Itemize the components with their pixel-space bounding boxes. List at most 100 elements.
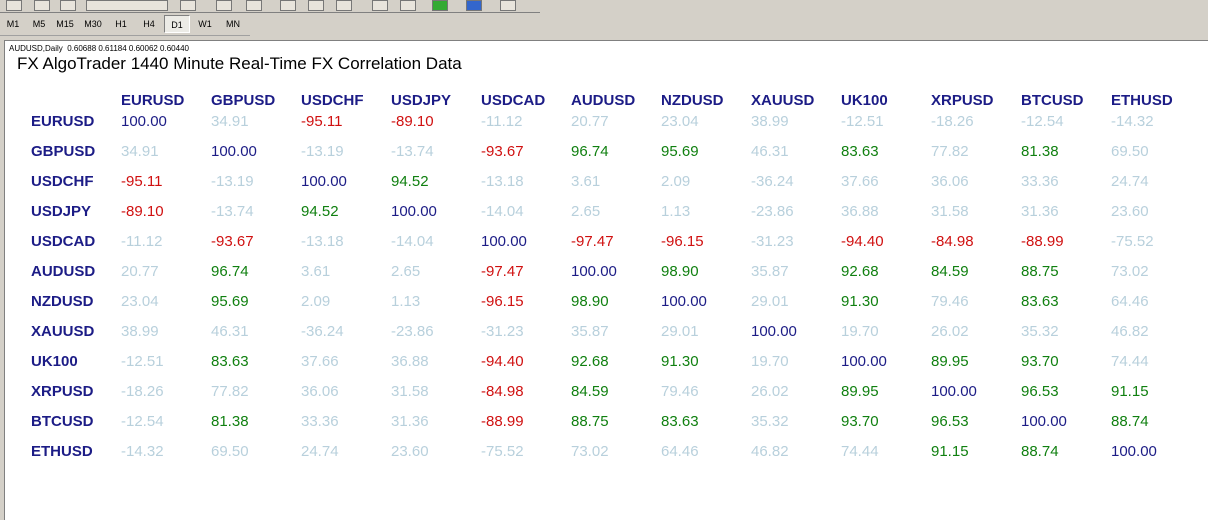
correlation-cell: 19.70	[841, 323, 879, 340]
correlation-cell: 94.52	[391, 173, 429, 190]
toolbar-icon[interactable]	[400, 0, 416, 11]
column-header: GBPUSD	[211, 92, 276, 109]
row-label: XRPUSD	[31, 383, 94, 400]
correlation-cell: -13.18	[301, 233, 344, 250]
correlation-cell: 24.74	[1111, 173, 1149, 190]
timeframe-button[interactable]: M30	[84, 19, 102, 29]
column-header: USDCHF	[301, 92, 364, 109]
correlation-cell: -14.32	[121, 443, 164, 460]
correlation-cell: 34.91	[121, 143, 159, 160]
toolbar-icon[interactable]	[308, 0, 324, 11]
symbol-info: AUDUSD,Daily 0.60688 0.61184 0.60062 0.6…	[9, 44, 189, 53]
correlation-cell: 83.63	[841, 143, 879, 160]
correlation-cell: -75.52	[481, 443, 524, 460]
correlation-cell: 46.82	[1111, 323, 1149, 340]
correlation-cell: 35.87	[751, 263, 789, 280]
row-label: USDCHF	[31, 173, 94, 190]
correlation-cell: 96.53	[931, 413, 969, 430]
toolbar-button[interactable]	[86, 0, 168, 11]
correlation-cell: 2.65	[571, 203, 601, 220]
toolbar-icon[interactable]	[336, 0, 352, 11]
correlation-cell: -12.54	[121, 413, 164, 430]
correlation-cell: -96.15	[661, 233, 704, 250]
toolbar-icon[interactable]	[372, 0, 388, 11]
column-header: USDJPY	[391, 92, 452, 109]
correlation-cell: 23.04	[121, 293, 159, 310]
correlation-cell: 73.02	[571, 443, 609, 460]
column-header: AUDUSD	[571, 92, 636, 109]
correlation-cell: 89.95	[841, 383, 879, 400]
correlation-cell: 88.75	[1021, 263, 1059, 280]
toolbar-icon[interactable]	[216, 0, 232, 11]
correlation-cell: 20.77	[571, 113, 609, 130]
timeframe-button[interactable]: W1	[198, 19, 212, 29]
timeframe-button[interactable]: H4	[143, 19, 155, 29]
correlation-cell: 84.59	[571, 383, 609, 400]
correlation-cell: 23.60	[391, 443, 429, 460]
row-label: UK100	[31, 353, 78, 370]
correlation-cell: -31.23	[751, 233, 794, 250]
correlation-cell: 3.61	[571, 173, 601, 190]
timeframe-button[interactable]: M15	[56, 19, 74, 29]
toolbar-icon[interactable]	[466, 0, 482, 11]
correlation-cell: 36.88	[391, 353, 429, 370]
correlation-cell: 84.59	[931, 263, 969, 280]
correlation-cell: 95.69	[211, 293, 249, 310]
correlation-cell: 31.58	[391, 383, 429, 400]
correlation-cell: 100.00	[121, 113, 167, 130]
correlation-cell: 91.15	[1111, 383, 1149, 400]
toolbar-icon[interactable]	[60, 0, 76, 11]
correlation-cell: 96.53	[1021, 383, 1059, 400]
timeframe-button[interactable]: M1	[6, 19, 20, 29]
correlation-cell: -13.74	[211, 203, 254, 220]
correlation-cell: 77.82	[931, 143, 969, 160]
column-header: XRPUSD	[931, 92, 994, 109]
timeframe-button[interactable]: MN	[226, 19, 240, 29]
correlation-cell: 100.00	[481, 233, 527, 250]
toolbar-icon[interactable]	[246, 0, 262, 11]
correlation-cell: 1.13	[661, 203, 691, 220]
correlation-cell: -89.10	[121, 203, 164, 220]
correlation-cell: -13.19	[301, 143, 344, 160]
correlation-cell: 83.63	[661, 413, 699, 430]
toolbar-icon[interactable]	[500, 0, 516, 11]
row-label: XAUUSD	[31, 323, 95, 340]
correlation-cell: 64.46	[661, 443, 699, 460]
toolbar-icon[interactable]	[432, 0, 448, 11]
toolbar-icon[interactable]	[6, 0, 22, 11]
correlation-cell: -13.74	[391, 143, 434, 160]
correlation-cell: -23.86	[391, 323, 434, 340]
toolbar-icon[interactable]	[34, 0, 50, 11]
correlation-cell: -14.32	[1111, 113, 1154, 130]
correlation-cell: 23.04	[661, 113, 699, 130]
correlation-cell: 46.82	[751, 443, 789, 460]
correlation-cell: 96.74	[571, 143, 609, 160]
correlation-cell: 100.00	[841, 353, 887, 370]
correlation-cell: -97.47	[481, 263, 524, 280]
correlation-cell: 89.95	[931, 353, 969, 370]
correlation-cell: 93.70	[1021, 353, 1059, 370]
correlation-cell: 36.06	[931, 173, 969, 190]
toolbar-icon[interactable]	[280, 0, 296, 11]
toolbar-icon[interactable]	[180, 0, 196, 11]
row-label: GBPUSD	[31, 143, 96, 160]
correlation-cell: -89.10	[391, 113, 434, 130]
correlation-cell: 91.30	[661, 353, 699, 370]
correlation-cell: 100.00	[1111, 443, 1157, 460]
correlation-cell: 83.63	[211, 353, 249, 370]
correlation-cell: -95.11	[121, 173, 163, 190]
correlation-cell: 92.68	[571, 353, 609, 370]
correlation-cell: -14.04	[481, 203, 524, 220]
correlation-cell: 37.66	[841, 173, 879, 190]
correlation-cell: -36.24	[751, 173, 794, 190]
timeframe-button[interactable]: H1	[115, 19, 127, 29]
row-label: ETHUSD	[31, 443, 93, 460]
correlation-cell: -94.40	[841, 233, 884, 250]
timeframe-button[interactable]: M5	[32, 19, 46, 29]
correlation-cell: -14.04	[391, 233, 434, 250]
timeframe-button[interactable]: D1	[164, 15, 190, 33]
correlation-cell: 34.91	[211, 113, 249, 130]
correlation-cell: 81.38	[211, 413, 249, 430]
row-label: EURUSD	[31, 113, 95, 130]
correlation-cell: -18.26	[121, 383, 164, 400]
